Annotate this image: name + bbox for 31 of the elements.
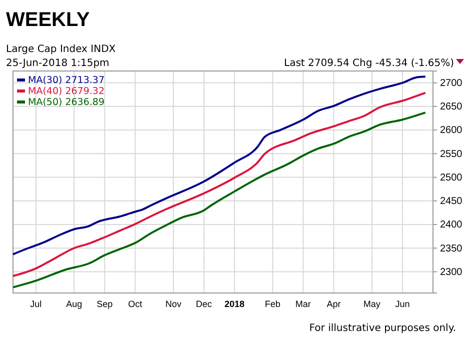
legend-label: MA(40) 2679.32 — [28, 86, 105, 97]
y-tick-label: 2500 — [440, 172, 463, 184]
y-tick-label: 2400 — [440, 220, 463, 231]
legend-label: MA(30) 2713.37 — [28, 75, 105, 86]
x-tick-label: Sep — [96, 298, 113, 309]
line-series — [12, 112, 426, 288]
x-tick-label: Nov — [165, 298, 182, 309]
y-tick-label: 2650 — [440, 102, 463, 113]
x-tick-label: Dec — [196, 298, 212, 309]
x-tick-label: Jul — [30, 298, 42, 309]
x-tick-label: Oct — [128, 298, 143, 309]
y-tick-label: 2600 — [440, 125, 463, 136]
chart-subtitle: Large Cap Index INDX — [6, 44, 116, 55]
y-tick-label: 2300 — [440, 266, 463, 278]
line-series — [12, 76, 426, 256]
y-tick-label: 2350 — [440, 243, 463, 254]
y-tick-label: 2550 — [440, 148, 463, 160]
legend-label: MA(50) 2636.89 — [28, 97, 105, 108]
x-tick-label: Aug — [66, 298, 82, 309]
x-tick-label: Apr — [326, 298, 341, 309]
text: For illustrative purposes only. — [309, 323, 456, 334]
x-tick-label: Feb — [264, 298, 280, 309]
x-tick-label: May — [363, 298, 381, 309]
text: Last 2709.54 Chg -45.34 (-1.65%) — [284, 58, 454, 69]
text: 25-Jun-2018 1:15pm — [6, 58, 110, 69]
y-tick-label: 2700 — [440, 78, 463, 90]
y-tick-label: 2450 — [440, 196, 463, 208]
x-tick-label: Mar — [295, 298, 311, 309]
x-tick-label: 2018 — [224, 298, 244, 309]
chart-title: WEEKLY — [6, 9, 90, 31]
x-tick-label: Jun — [395, 298, 410, 309]
